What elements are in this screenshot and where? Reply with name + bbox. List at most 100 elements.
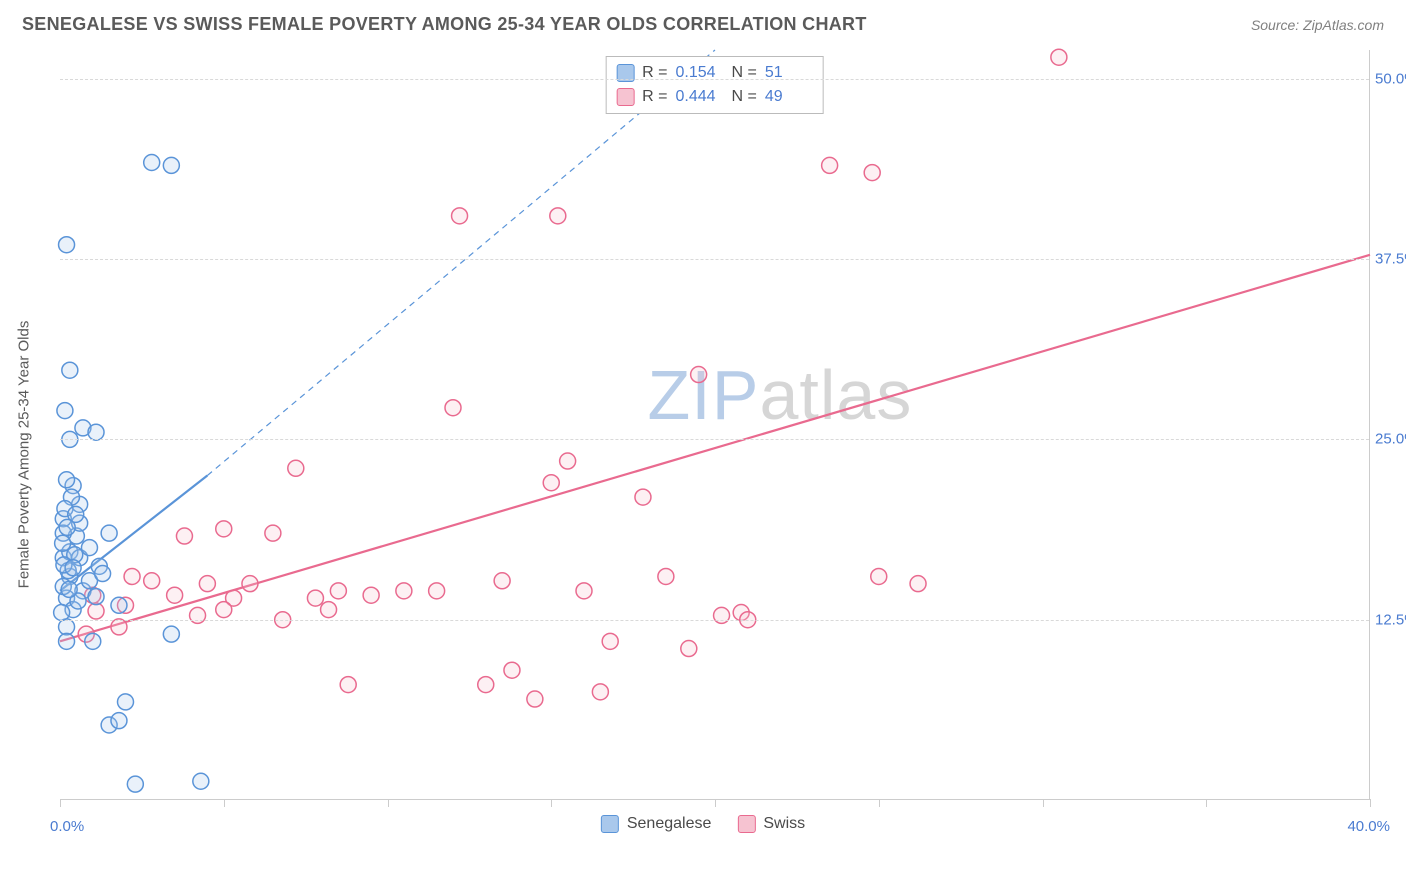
data-point bbox=[363, 587, 379, 603]
data-point bbox=[118, 694, 134, 710]
data-point bbox=[176, 528, 192, 544]
data-point bbox=[504, 662, 520, 678]
data-point bbox=[57, 403, 73, 419]
data-point bbox=[62, 362, 78, 378]
data-point bbox=[54, 605, 70, 621]
xtick bbox=[60, 799, 61, 807]
data-point bbox=[85, 633, 101, 649]
data-point bbox=[190, 607, 206, 623]
data-point bbox=[193, 773, 209, 789]
stats-box: R = 0.154 N = 51 R = 0.444 N = 49 bbox=[605, 56, 824, 114]
xtick bbox=[1206, 799, 1207, 807]
plot-area: ZIPatlas R = 0.154 N = 51 R = 0.444 N = … bbox=[60, 50, 1370, 800]
data-point bbox=[88, 603, 104, 619]
xtick bbox=[388, 799, 389, 807]
data-point bbox=[658, 568, 674, 584]
data-point bbox=[88, 424, 104, 440]
ytick-label: 50.0% bbox=[1375, 70, 1406, 87]
swatch-swiss bbox=[616, 88, 634, 106]
legend-swatch-senegalese bbox=[601, 815, 619, 833]
data-point bbox=[429, 583, 445, 599]
data-point bbox=[452, 208, 468, 224]
data-point bbox=[216, 521, 232, 537]
data-point bbox=[550, 208, 566, 224]
data-point bbox=[478, 677, 494, 693]
data-point bbox=[167, 587, 183, 603]
legend-bottom: Senegalese Swiss bbox=[601, 815, 805, 833]
data-point bbox=[307, 590, 323, 606]
ytick-label: 12.5% bbox=[1375, 611, 1406, 628]
data-point bbox=[163, 157, 179, 173]
data-point bbox=[288, 460, 304, 476]
r-value-b: 0.444 bbox=[676, 85, 724, 109]
data-point bbox=[1051, 49, 1067, 65]
data-point bbox=[216, 602, 232, 618]
r-label-b: R = bbox=[642, 85, 667, 109]
data-point bbox=[59, 237, 75, 253]
data-point bbox=[321, 602, 337, 618]
source-text: Source: ZipAtlas.com bbox=[1251, 17, 1384, 33]
xtick bbox=[715, 799, 716, 807]
xtick bbox=[1043, 799, 1044, 807]
xaxis-max-label: 40.0% bbox=[1347, 818, 1390, 835]
data-point bbox=[55, 535, 71, 551]
n-value-a: 51 bbox=[765, 61, 813, 85]
xtick bbox=[879, 799, 880, 807]
data-point bbox=[396, 583, 412, 599]
data-point bbox=[871, 568, 887, 584]
data-point bbox=[65, 560, 81, 576]
data-point bbox=[330, 583, 346, 599]
scatter-svg bbox=[60, 50, 1369, 799]
data-point bbox=[527, 691, 543, 707]
legend-item-senegalese: Senegalese bbox=[601, 815, 712, 833]
data-point bbox=[560, 453, 576, 469]
data-point bbox=[95, 566, 111, 582]
xaxis-min-label: 0.0% bbox=[50, 818, 84, 835]
data-point bbox=[681, 641, 697, 657]
n-label-b: N = bbox=[732, 85, 757, 109]
ytick-label: 37.5% bbox=[1375, 251, 1406, 268]
stats-row-senegalese: R = 0.154 N = 51 bbox=[616, 61, 813, 85]
xtick bbox=[224, 799, 225, 807]
data-point bbox=[59, 519, 75, 535]
data-point bbox=[691, 367, 707, 383]
legend-swatch-swiss bbox=[737, 815, 755, 833]
data-point bbox=[242, 576, 258, 592]
data-point bbox=[199, 576, 215, 592]
data-point bbox=[101, 525, 117, 541]
ytick-label: 25.0% bbox=[1375, 431, 1406, 448]
legend-label-swiss: Swiss bbox=[763, 815, 805, 833]
n-value-b: 49 bbox=[765, 85, 813, 109]
data-point bbox=[592, 684, 608, 700]
data-point bbox=[88, 589, 104, 605]
xtick bbox=[1370, 799, 1371, 807]
gridline bbox=[60, 259, 1369, 260]
gridline bbox=[60, 439, 1369, 440]
data-point bbox=[635, 489, 651, 505]
data-point bbox=[822, 157, 838, 173]
data-point bbox=[144, 573, 160, 589]
data-point bbox=[81, 540, 97, 556]
yaxis-title: Female Poverty Among 25-34 Year Olds bbox=[16, 321, 33, 589]
data-point bbox=[111, 597, 127, 613]
data-point bbox=[714, 607, 730, 623]
data-point bbox=[494, 573, 510, 589]
chart-title: SENEGALESE VS SWISS FEMALE POVERTY AMONG… bbox=[22, 14, 867, 35]
n-label: N = bbox=[732, 61, 757, 85]
gridline bbox=[60, 79, 1369, 80]
data-point bbox=[111, 619, 127, 635]
data-point bbox=[163, 626, 179, 642]
stats-row-swiss: R = 0.444 N = 49 bbox=[616, 85, 813, 109]
data-point bbox=[340, 677, 356, 693]
legend-item-swiss: Swiss bbox=[737, 815, 805, 833]
r-label: R = bbox=[642, 61, 667, 85]
data-point bbox=[59, 619, 75, 635]
data-point bbox=[111, 713, 127, 729]
legend-label-senegalese: Senegalese bbox=[627, 815, 712, 833]
data-point bbox=[61, 581, 77, 597]
gridline bbox=[60, 620, 1369, 621]
data-point bbox=[124, 568, 140, 584]
data-point bbox=[127, 776, 143, 792]
data-point bbox=[265, 525, 281, 541]
xtick bbox=[551, 799, 552, 807]
